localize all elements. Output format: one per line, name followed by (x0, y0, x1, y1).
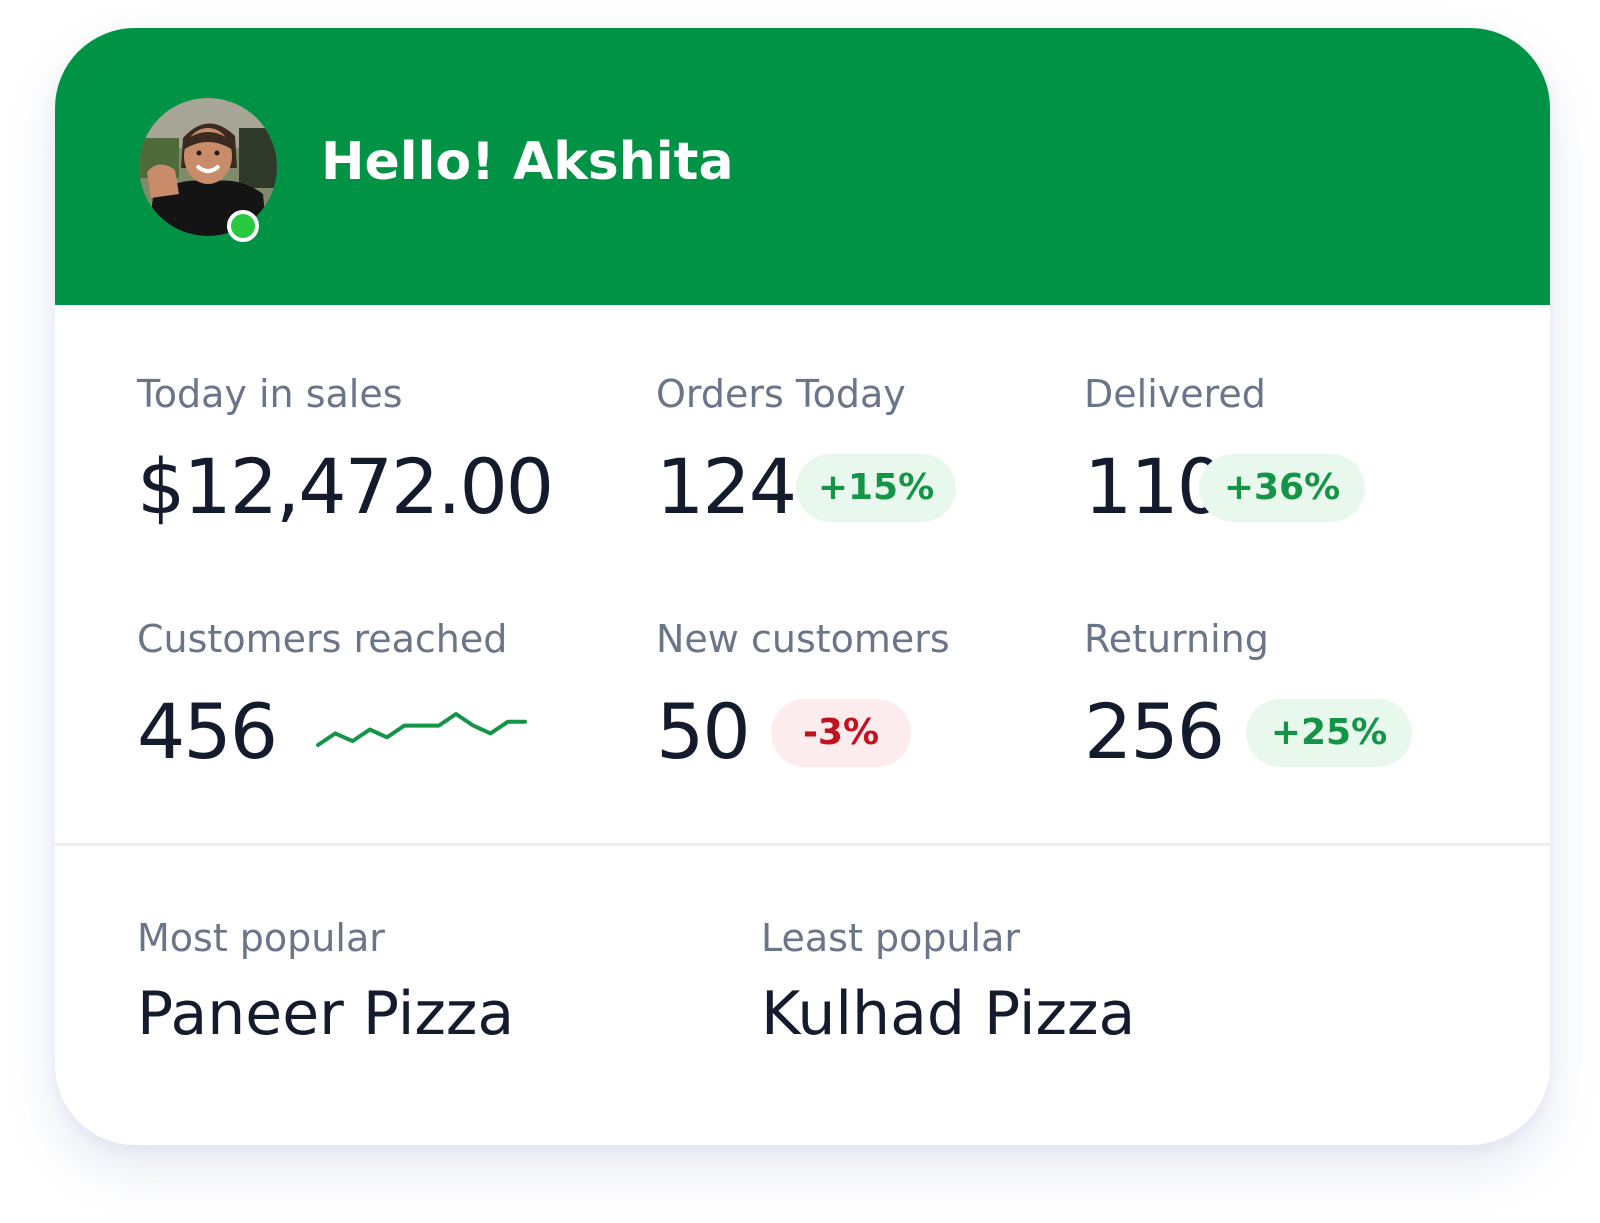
change-badge: +36% (1199, 454, 1365, 522)
change-badge: -3% (771, 699, 911, 767)
stat-value: 456 (137, 687, 278, 776)
change-badge: +15% (796, 454, 956, 522)
stat-value: $12,472.00 (137, 442, 554, 531)
stat-label: Orders Today (656, 372, 906, 416)
stat-label: New customers (656, 617, 950, 661)
most-popular-value: Paneer Pizza (137, 979, 515, 1049)
online-status-indicator (227, 210, 259, 242)
least-popular-label: Least popular (761, 916, 1020, 960)
stat-value: 50 (656, 687, 751, 776)
avatar-photo (139, 98, 277, 236)
stat-label: Today in sales (137, 372, 403, 416)
stat-label: Delivered (1084, 372, 1266, 416)
stat-label: Returning (1084, 617, 1269, 661)
least-popular-value: Kulhad Pizza (761, 979, 1136, 1049)
stat-label: Customers reached (137, 617, 508, 661)
change-badge: +25% (1246, 699, 1412, 767)
sparkline-line (316, 712, 527, 747)
dashboard-card: Hello! Akshita Today in sales $12,472.00… (55, 28, 1550, 1145)
card-header: Hello! Akshita (55, 28, 1550, 305)
most-popular-label: Most popular (137, 916, 385, 960)
stat-value: 124 (656, 442, 797, 531)
customers-sparkline (316, 712, 527, 747)
section-divider (55, 843, 1550, 846)
avatar[interactable] (139, 98, 277, 236)
stat-value: 256 (1084, 687, 1225, 776)
greeting-title: Hello! Akshita (321, 132, 734, 192)
